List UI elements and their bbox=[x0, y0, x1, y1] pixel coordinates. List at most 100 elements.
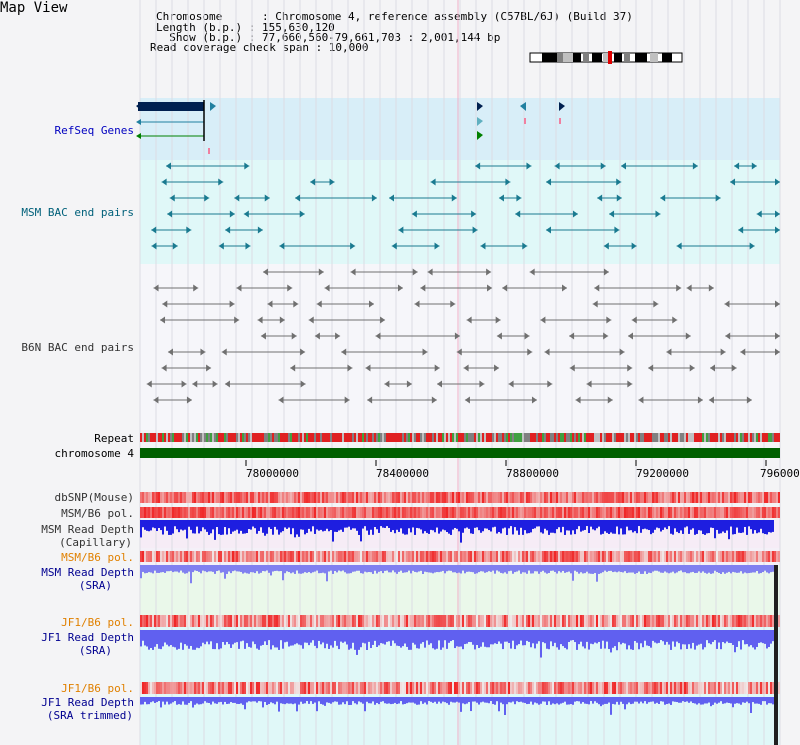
msm-pol-label[interactable]: MSM/B6 pol. bbox=[61, 507, 134, 520]
repeat-block bbox=[478, 433, 480, 442]
heat-cell bbox=[532, 492, 534, 503]
heat-cell bbox=[390, 615, 392, 627]
b6n-bac-label[interactable]: B6N BAC end pairs bbox=[21, 341, 134, 354]
repeat-block bbox=[720, 433, 722, 442]
repeat-block bbox=[464, 433, 466, 442]
depth-bar bbox=[262, 630, 264, 645]
refseq-label[interactable]: RefSeq Genes bbox=[54, 124, 134, 137]
jf1-trim-depth-label[interactable]: JF1 Read Depth bbox=[41, 696, 134, 709]
depth-bar bbox=[442, 630, 444, 648]
heat-cell bbox=[272, 507, 274, 518]
jf1-pol2-label[interactable]: JF1/B6 pol. bbox=[61, 682, 134, 695]
heat-cell bbox=[174, 551, 176, 562]
depth-bar bbox=[678, 520, 680, 534]
heat-cell bbox=[264, 682, 266, 694]
depth-bar bbox=[660, 697, 662, 702]
depth-bar bbox=[182, 520, 184, 531]
repeat-block bbox=[586, 433, 588, 442]
depth-bar bbox=[210, 565, 212, 572]
depth-bar bbox=[772, 697, 774, 705]
depth-bar bbox=[168, 630, 170, 647]
msm-pol2-label[interactable]: MSM/B6 pol. bbox=[61, 551, 134, 564]
heat-cell bbox=[716, 507, 718, 518]
repeat-block bbox=[260, 433, 262, 442]
heat-cell bbox=[312, 615, 314, 627]
heat-cell bbox=[698, 615, 700, 627]
depth-bar bbox=[386, 565, 388, 571]
depth-bar bbox=[306, 697, 308, 702]
depth-bar bbox=[288, 565, 290, 573]
b6n-bac-pair-end bbox=[631, 316, 637, 324]
depth-bar bbox=[342, 697, 344, 703]
msm-bac-pair-end bbox=[614, 226, 620, 234]
heat-cell bbox=[392, 682, 394, 694]
heat-cell bbox=[178, 507, 180, 518]
repeat-block bbox=[592, 433, 594, 442]
heat-cell bbox=[178, 615, 180, 627]
msm-bac-label[interactable]: MSM BAC end pairs bbox=[21, 206, 134, 219]
depth-bar bbox=[378, 520, 380, 533]
depth-bar bbox=[770, 697, 772, 704]
msm-cap-depth-label[interactable]: MSM Read Depth bbox=[41, 523, 134, 536]
depth-bar bbox=[280, 630, 282, 641]
heat-cell bbox=[172, 682, 174, 694]
depth-bar bbox=[172, 565, 174, 573]
heat-cell bbox=[586, 682, 588, 694]
msm-bac-pair-end bbox=[165, 162, 171, 170]
heat-cell bbox=[756, 682, 758, 694]
depth-bar bbox=[600, 520, 602, 535]
jf1-pol-label[interactable]: JF1/B6 pol. bbox=[61, 616, 134, 629]
msm-sra-depth-label[interactable]: MSM Read Depth bbox=[41, 566, 134, 579]
heat-cell bbox=[716, 551, 718, 562]
heat-cell bbox=[620, 615, 622, 627]
depth-bar bbox=[324, 697, 326, 706]
heat-cell bbox=[464, 507, 466, 518]
repeat-block bbox=[342, 433, 344, 442]
heat-cell bbox=[396, 615, 398, 627]
depth-bar bbox=[466, 630, 468, 644]
depth-bar bbox=[618, 565, 620, 572]
b6n-bac-pair-end bbox=[648, 364, 654, 372]
heat-cell bbox=[608, 682, 610, 694]
heat-cell bbox=[482, 682, 484, 694]
repeat-block bbox=[522, 433, 524, 442]
b6n-bac-pair-end bbox=[278, 396, 284, 404]
heat-cell bbox=[686, 682, 688, 694]
b6n-bac-pair-end bbox=[375, 332, 381, 340]
depth-bar bbox=[704, 565, 706, 573]
heat-cell bbox=[266, 682, 268, 694]
depth-bar bbox=[308, 520, 310, 529]
depth-bar bbox=[574, 697, 576, 702]
depth-bar bbox=[316, 565, 318, 571]
heat-cell bbox=[682, 615, 684, 627]
heat-cell bbox=[600, 507, 602, 518]
heat-cell bbox=[146, 615, 148, 627]
depth-bar bbox=[600, 565, 602, 574]
depth-bar bbox=[380, 697, 382, 702]
jf1-depth-label[interactable]: JF1 Read Depth bbox=[41, 631, 134, 644]
heat-cell bbox=[346, 507, 348, 518]
heat-cell bbox=[694, 551, 696, 562]
heat-cell bbox=[692, 507, 694, 518]
dbsnp-label[interactable]: dbSNP(Mouse) bbox=[54, 491, 134, 504]
heat-cell bbox=[156, 682, 158, 694]
repeat-block bbox=[182, 433, 184, 442]
heat-cell bbox=[480, 507, 482, 518]
depth-bar bbox=[254, 565, 256, 574]
heat-cell bbox=[472, 492, 474, 503]
heat-cell bbox=[618, 492, 620, 503]
heat-cell bbox=[244, 682, 246, 694]
heat-cell bbox=[476, 507, 478, 518]
depth-bar bbox=[408, 697, 410, 703]
msm-bac-pair-end bbox=[616, 178, 622, 186]
depth-bar bbox=[576, 520, 578, 530]
depth-bar bbox=[392, 630, 394, 641]
depth-bar bbox=[334, 697, 336, 702]
repeat-block bbox=[508, 433, 510, 442]
heat-cell bbox=[336, 507, 338, 518]
heat-cell bbox=[618, 615, 620, 627]
heat-cell bbox=[506, 551, 508, 562]
heat-cell bbox=[210, 682, 212, 694]
heat-cell bbox=[150, 492, 152, 503]
